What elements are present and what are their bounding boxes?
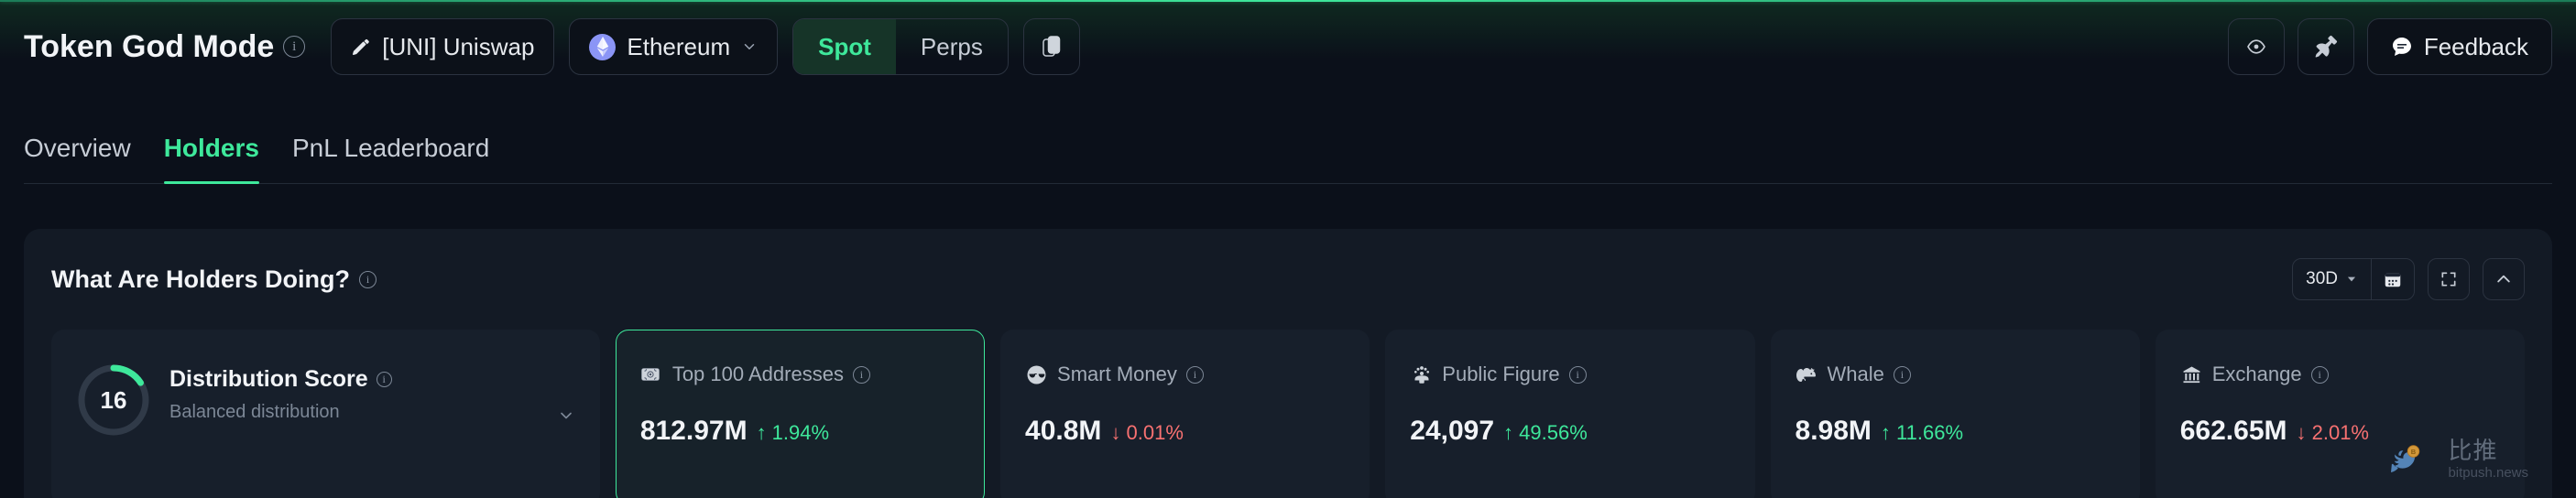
- svg-text:B: B: [2411, 448, 2417, 456]
